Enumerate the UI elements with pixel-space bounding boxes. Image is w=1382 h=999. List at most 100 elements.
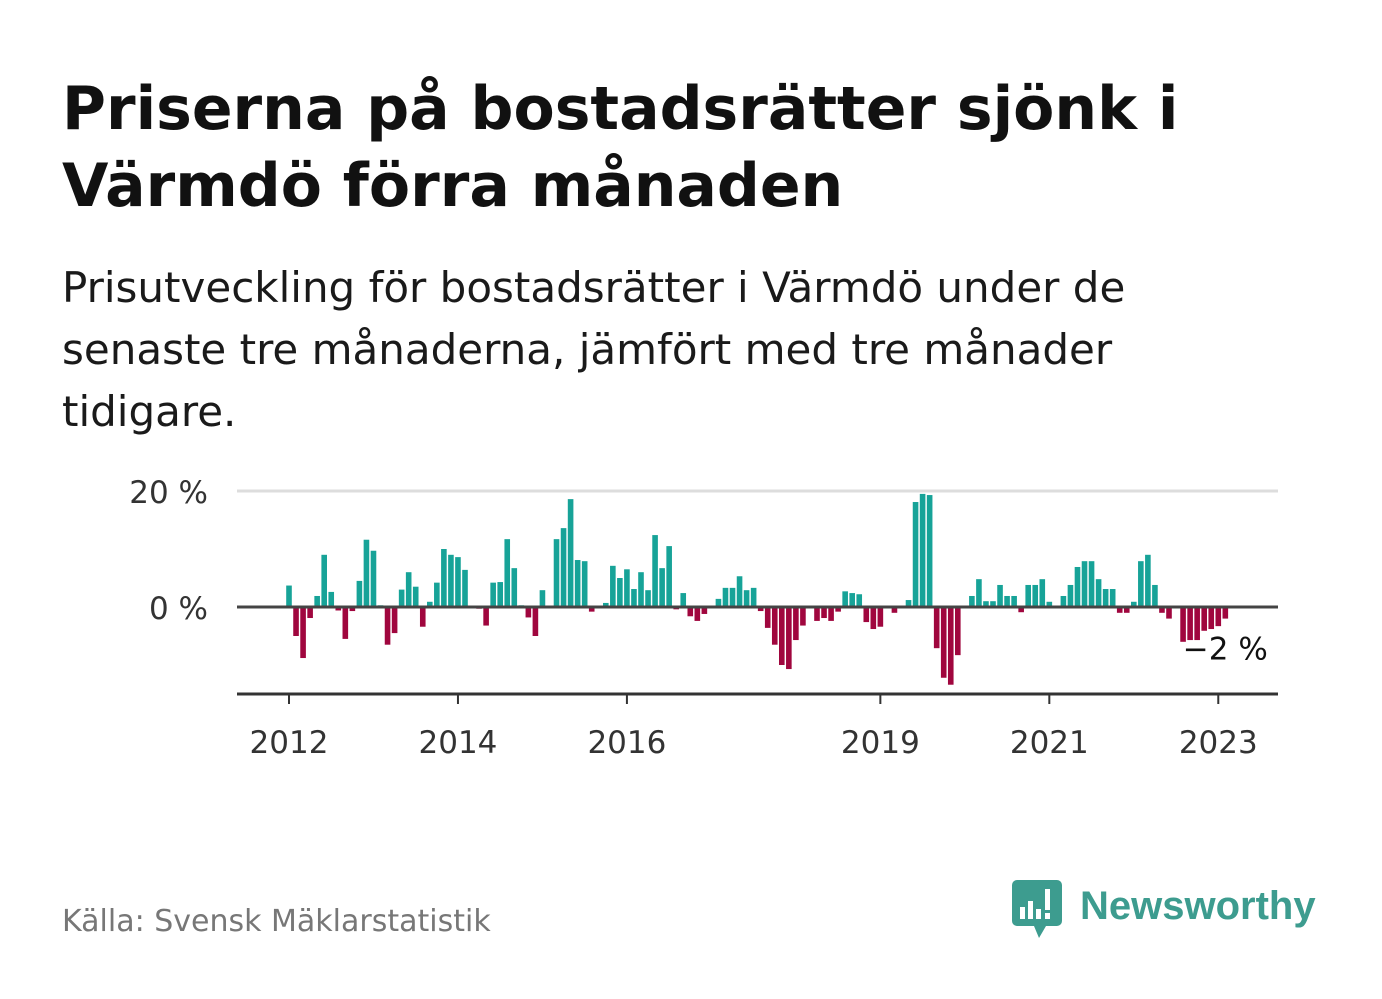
bar-2012-02 <box>293 607 299 636</box>
bar-2021-04 <box>1067 584 1074 607</box>
bar-2017-05 <box>736 576 743 607</box>
source-note: Källa: Svensk Mäklarstatistik <box>62 904 491 939</box>
bar-2016-02 <box>631 589 637 607</box>
bar-2020-12 <box>1039 579 1046 607</box>
bar-2012-09 <box>342 607 349 639</box>
x-tick-label: 2023 <box>1179 725 1258 761</box>
bar-2012-11 <box>356 580 363 607</box>
bar-2020-06 <box>997 584 1003 607</box>
bar-2020-04 <box>983 601 989 607</box>
bar-2017-11 <box>779 607 785 665</box>
bar-2016-05 <box>652 535 658 607</box>
chart-title: Priserna på bostadsrätter sjönk i Värmdö… <box>62 74 1179 221</box>
chart-subtitle: Prisutveckling för bostadsrätter i Värmd… <box>62 263 1126 436</box>
bar-2016-09 <box>680 593 687 607</box>
bar-2013-10 <box>434 582 440 607</box>
x-tick-label: 2014 <box>419 725 498 761</box>
bar-2012-10 <box>349 607 356 612</box>
bar-2021-05 <box>1074 566 1081 607</box>
x-tick-label: 2016 <box>587 725 666 761</box>
bar-2018-02 <box>800 607 806 626</box>
x-tick-label: 2012 <box>250 725 329 761</box>
bar-2014-05 <box>483 607 489 626</box>
bar-2021-07 <box>1088 561 1095 607</box>
bar-2013-08 <box>419 607 426 627</box>
x-tick-label: 2021 <box>1010 725 1089 761</box>
bar-2018-10 <box>856 594 863 607</box>
bar-2022-09 <box>1187 607 1193 641</box>
bar-2013-11 <box>441 549 447 607</box>
bar-2012-01 <box>286 585 292 607</box>
bar-2017-08 <box>757 607 764 612</box>
bar-2021-12 <box>1123 607 1130 613</box>
bar-2015-07 <box>581 561 588 607</box>
bar-2021-03 <box>1060 595 1067 607</box>
bar-2017-10 <box>771 607 778 645</box>
bar-2015-06 <box>574 560 581 607</box>
bar-2013-05 <box>398 589 405 607</box>
bar-2016-01 <box>624 569 630 607</box>
bar-2017-06 <box>743 590 750 607</box>
bar-2020-07 <box>1004 595 1010 607</box>
bar-2023-01 <box>1215 607 1222 627</box>
bar-2021-10 <box>1109 589 1116 607</box>
bar-2015-05 <box>567 499 574 607</box>
y-tick-label: 20 % <box>129 475 208 511</box>
bar-2019-10 <box>940 607 947 678</box>
bar-2012-12 <box>363 539 370 607</box>
bar-2017-09 <box>764 607 771 628</box>
axes <box>237 605 1278 704</box>
bar-2022-11 <box>1201 607 1207 631</box>
bar-2018-05 <box>821 607 827 619</box>
bar-2014-12 <box>532 607 539 636</box>
bar-2015-03 <box>553 539 560 607</box>
bar-2014-01 <box>455 557 461 607</box>
bar-2014-07 <box>497 582 503 607</box>
bar-chart: 20 % 0 % 2012 2014 2016 2019 2021 2023 −2 % <box>129 475 1278 761</box>
bar-2021-09 <box>1102 589 1109 607</box>
bar-2018-07 <box>835 607 841 612</box>
bar-2019-05 <box>905 600 912 607</box>
bar-2016-12 <box>701 607 708 614</box>
bar-2012-04 <box>307 607 313 619</box>
bar-2012-05 <box>314 595 320 607</box>
bar-2020-08 <box>1011 595 1017 607</box>
bar-2017-03 <box>722 587 729 607</box>
bar-2013-03 <box>384 607 391 645</box>
bar-2016-07 <box>666 546 672 607</box>
bar-2014-08 <box>504 539 511 607</box>
bar-2019-06 <box>912 502 919 607</box>
bar-2019-03 <box>891 607 898 613</box>
bar-2019-08 <box>926 495 933 607</box>
last-value-label: −2 % <box>1183 632 1268 668</box>
bar-2018-12 <box>870 607 877 630</box>
bar-2016-03 <box>638 572 644 607</box>
bar-2015-08 <box>588 607 595 612</box>
bar-2014-11 <box>525 607 532 618</box>
bar-2017-12 <box>786 607 792 670</box>
bars <box>286 493 1229 685</box>
bar-2019-07 <box>919 493 926 607</box>
bar-2022-02 <box>1138 561 1144 607</box>
bar-2012-03 <box>300 607 306 659</box>
bar-2021-11 <box>1116 607 1123 613</box>
bar-2019-01 <box>877 607 884 627</box>
bar-2016-10 <box>687 607 694 617</box>
bar-2022-03 <box>1145 554 1151 607</box>
bar-2020-02 <box>969 595 975 607</box>
bar-2022-08 <box>1180 607 1186 642</box>
bar-2022-06 <box>1166 607 1172 619</box>
bar-2014-06 <box>490 582 496 607</box>
bar-2018-11 <box>863 607 870 623</box>
bar-2013-06 <box>405 572 412 607</box>
bar-2019-12 <box>955 607 961 656</box>
bar-2016-04 <box>645 590 651 607</box>
bar-2012-08 <box>335 607 342 611</box>
bar-2015-04 <box>560 528 567 607</box>
bar-2012-07 <box>328 591 335 607</box>
bar-2013-04 <box>391 607 398 634</box>
bar-2018-09 <box>849 593 855 607</box>
bar-2022-05 <box>1159 607 1165 613</box>
bar-chart-speech-bubble-icon <box>1012 880 1062 938</box>
bar-2020-11 <box>1032 584 1039 607</box>
